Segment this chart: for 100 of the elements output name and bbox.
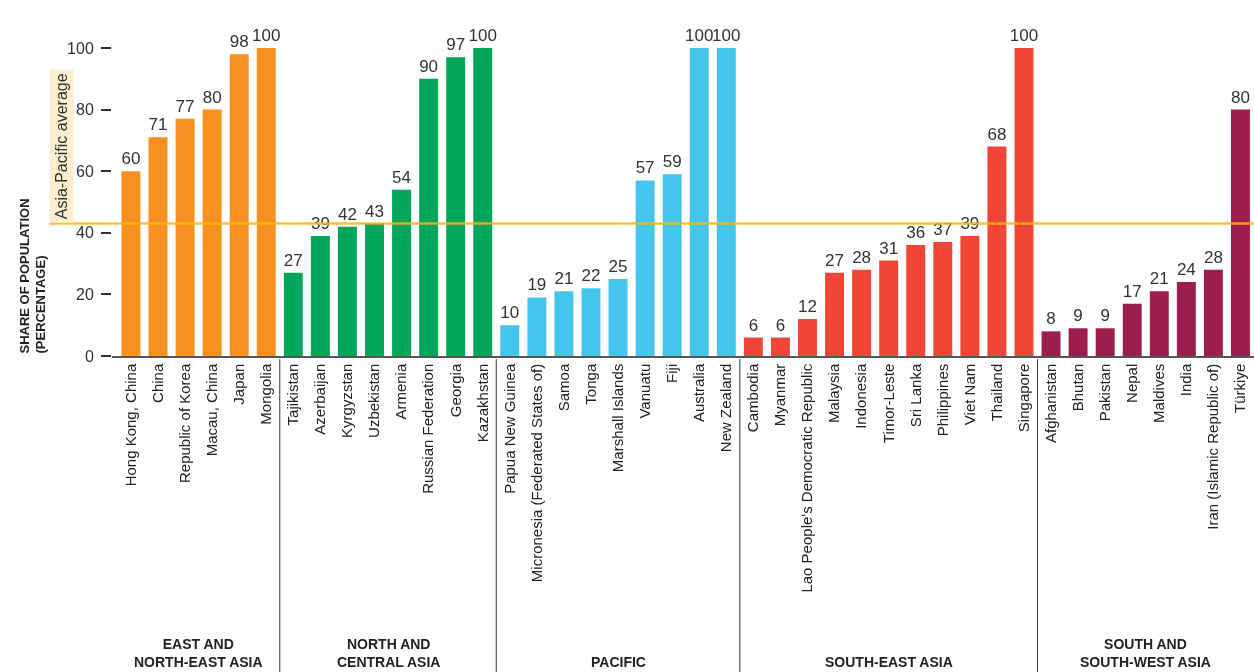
x-tick-label: Georgia	[446, 363, 464, 418]
x-tick-label: Japan	[230, 363, 248, 405]
bar	[527, 297, 547, 356]
x-tick-label: Uzbekistan	[365, 363, 383, 438]
x-tick-label: Marshall Islands	[608, 363, 626, 473]
data-label: 59	[662, 152, 682, 172]
bar	[1231, 109, 1250, 356]
bar	[906, 245, 926, 356]
bar	[635, 180, 655, 356]
data-label: 6	[748, 315, 759, 335]
x-tick-label: Russian Federation	[419, 363, 437, 494]
x-tick-label: Mongolia	[257, 363, 275, 425]
x-tick-label: Azerbaijan	[311, 363, 329, 435]
bar	[1095, 328, 1115, 356]
data-label: 36	[906, 223, 926, 243]
data-label: 57	[635, 158, 655, 178]
bar	[798, 319, 817, 356]
y-axis-title: SHARE OF POPULATION (PERCENTAGE)	[16, 198, 49, 354]
x-tick-label: India	[1177, 363, 1195, 397]
data-label: 60	[121, 149, 141, 169]
data-label: 24	[1176, 260, 1196, 280]
bar	[1149, 291, 1169, 356]
data-label: 21	[1149, 269, 1169, 289]
x-tick-label: Kazakhstan	[473, 363, 491, 443]
bar	[581, 288, 601, 356]
y-tick-label: 40	[76, 224, 94, 242]
data-label: 100	[468, 26, 497, 45]
bar	[1068, 328, 1088, 356]
data-label: 80	[1231, 87, 1250, 107]
bar	[689, 48, 709, 356]
bar	[1041, 331, 1061, 356]
x-tick-label: Tonga	[581, 363, 599, 405]
x-tick-label: New Zealand	[717, 363, 735, 453]
data-label: 77	[175, 96, 195, 116]
data-label: 97	[446, 35, 466, 55]
data-label: 100	[712, 26, 741, 45]
data-label: 28	[852, 247, 872, 267]
bar	[256, 48, 276, 356]
bar	[419, 78, 439, 356]
data-label: 37	[933, 220, 953, 240]
x-tick-label: Hong Kong, China	[121, 363, 139, 487]
bar	[310, 235, 330, 356]
data-label: 27	[283, 250, 303, 270]
x-tick-label: Nepal	[1123, 363, 1141, 403]
bar	[500, 325, 520, 356]
x-tick-label: Bhutan	[1068, 363, 1086, 412]
data-label: 54	[392, 167, 412, 187]
x-tick-label: Indonesia	[852, 363, 870, 429]
x-tick-label: Myanmar	[771, 363, 789, 427]
bar	[825, 272, 845, 356]
bar	[283, 272, 303, 356]
data-label: 21	[554, 269, 574, 289]
bar	[987, 146, 1007, 356]
bar	[716, 48, 736, 356]
bar	[879, 260, 899, 356]
x-tick-label: Papua New Guinea	[500, 363, 518, 494]
data-label: 22	[581, 266, 601, 286]
x-tick-label: China	[148, 363, 166, 403]
x-tick-label: Sri Lanka	[906, 363, 924, 428]
y-tick-label: 20	[76, 286, 94, 303]
bar	[608, 279, 628, 356]
x-tick-label: Timor-Leste	[879, 363, 897, 444]
data-label: 8	[1046, 309, 1056, 329]
x-tick-label: Pakistan	[1096, 363, 1114, 422]
bar	[554, 291, 574, 356]
bar	[446, 57, 466, 356]
bar	[743, 337, 763, 356]
x-tick-label: Iran (Islamic Republic of)	[1204, 363, 1222, 530]
data-label: 100	[252, 26, 281, 45]
bar	[1176, 282, 1196, 356]
data-label: 42	[337, 204, 357, 224]
x-tick-label: Lao People's Democratic Republic	[798, 363, 816, 593]
bar	[1122, 303, 1142, 356]
x-tick-label: Republic of Korea	[175, 363, 193, 483]
x-tick-label: Philippines	[933, 363, 951, 437]
data-label: 10	[500, 303, 520, 323]
bar	[852, 269, 872, 356]
bar	[770, 337, 790, 356]
text: SOUTH-EAST ASIA	[825, 654, 953, 670]
bar	[1203, 269, 1223, 356]
bar	[175, 118, 195, 356]
data-label: 28	[1203, 247, 1223, 267]
x-tick-label: Singapore	[1014, 363, 1032, 433]
data-label: 9	[1100, 306, 1110, 326]
bar	[365, 223, 384, 356]
bar	[337, 226, 357, 356]
text: SOUTH AND SOUTH-WEST ASIA	[1080, 636, 1211, 671]
text: EAST AND NORTH-EAST ASIA	[134, 636, 263, 671]
data-label: 100	[1009, 26, 1039, 45]
y-tick-label: 100	[67, 39, 94, 57]
x-tick-label: Malaysia	[825, 363, 843, 423]
data-label: 12	[798, 297, 817, 317]
data-label: 100	[685, 26, 714, 45]
y-tick-label: 60	[76, 162, 94, 180]
x-tick-label: Vanuatu	[635, 363, 653, 419]
y-tick-label: 80	[76, 101, 94, 119]
x-tick-label: Tajikistan	[284, 363, 302, 426]
x-tick-label: Maldives	[1150, 363, 1168, 423]
bar	[392, 189, 412, 356]
x-tick-label: Viet Nam	[960, 363, 978, 426]
